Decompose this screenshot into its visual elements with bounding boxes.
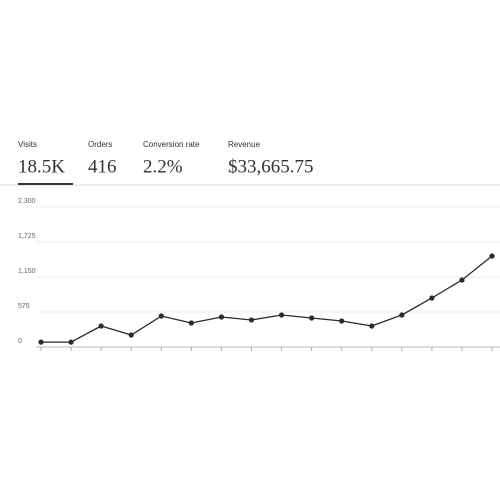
point [459, 277, 465, 283]
tab-label[interactable]: Revenue [228, 140, 261, 149]
point [339, 318, 345, 324]
line [41, 255, 493, 343]
active-tab-underline [18, 183, 73, 185]
point [158, 313, 164, 319]
point [128, 332, 134, 338]
y-tick-label: 2,300 [18, 198, 36, 205]
tab-value[interactable]: $33,665.75 [228, 156, 314, 177]
tab-label[interactable]: Orders [88, 140, 112, 149]
point [68, 339, 74, 345]
y-tick-label: 1,725 [18, 233, 36, 240]
point [429, 295, 435, 301]
point [399, 312, 405, 318]
point [278, 312, 285, 318]
point [38, 339, 44, 345]
y-tick-label: 1,150 [18, 268, 36, 275]
tab-label[interactable]: Conversion rate [143, 140, 200, 149]
point [98, 323, 104, 329]
y-tick-label: 575 [18, 303, 30, 310]
tab-value[interactable]: 18.5K [18, 156, 65, 177]
tab-value[interactable]: 2.2% [143, 156, 183, 177]
point [248, 317, 255, 323]
point [369, 323, 375, 329]
tab-label[interactable]: Visits [18, 140, 37, 149]
point [188, 320, 194, 326]
tab-value[interactable]: 416 [88, 156, 117, 177]
point [218, 314, 225, 320]
point [489, 253, 495, 259]
y-tick-label: 0 [18, 338, 22, 345]
point [309, 315, 315, 321]
